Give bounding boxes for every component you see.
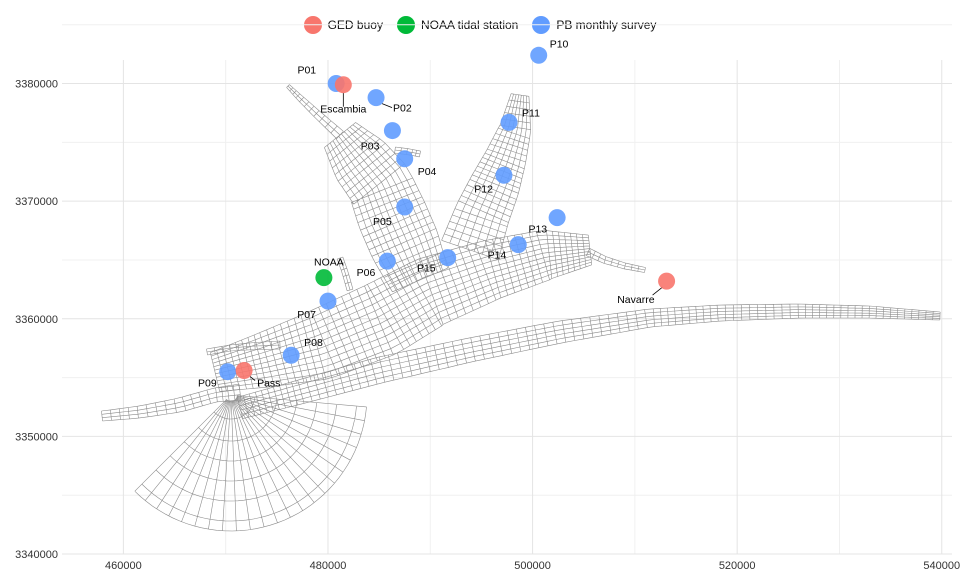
p14-marker — [509, 236, 527, 254]
p12-label: P12 — [474, 183, 493, 195]
y-tick-label: 3360000 — [15, 314, 58, 326]
p14-label: P14 — [488, 250, 507, 262]
mesh-band — [324, 122, 448, 293]
p07-label: P07 — [297, 309, 316, 321]
p11-marker — [500, 113, 518, 131]
navarre-leader-line — [652, 286, 663, 296]
p04-label: P04 — [418, 166, 437, 178]
escambia-marker — [334, 76, 352, 94]
p01-label: P01 — [297, 65, 316, 77]
p02-marker — [367, 89, 385, 107]
p09-marker — [219, 363, 237, 381]
p13-label: P13 — [528, 224, 547, 236]
mesh-band — [210, 230, 592, 392]
escambia-label: Escambia — [320, 104, 366, 116]
x-tick-label: 480000 — [310, 560, 347, 572]
pass-marker — [235, 362, 253, 380]
navarre-label: Navarre — [617, 294, 655, 306]
x-tick-label: 520000 — [719, 560, 756, 572]
p10-marker — [530, 46, 548, 64]
p10-label: P10 — [550, 38, 569, 50]
p11-label: P11 — [522, 107, 540, 119]
p15-marker — [439, 249, 457, 267]
y-tick-label: 3370000 — [15, 196, 58, 208]
x-tick-label: 540000 — [923, 560, 960, 572]
p03-marker — [383, 122, 401, 140]
mesh-band — [236, 303, 941, 419]
x-tick-label: 500000 — [514, 560, 551, 572]
p04-marker — [396, 150, 414, 168]
axis-tick-labels: 460000 480000 500000 520000 540000 3340000 335… — [15, 79, 960, 572]
mesh-band — [586, 248, 646, 273]
mesh-band — [336, 256, 354, 292]
p06-label: P06 — [357, 267, 376, 279]
pass-label: Pass — [257, 378, 280, 390]
pass-fan-mesh — [134, 395, 367, 532]
y-tick-label: 3340000 — [15, 549, 58, 561]
mesh-band — [286, 84, 344, 139]
x-tick-label: 460000 — [105, 560, 142, 572]
navarre-marker — [658, 272, 676, 290]
p13-marker — [548, 209, 566, 227]
noaa-marker — [315, 269, 333, 287]
p05-label: P05 — [373, 216, 392, 228]
p12-marker — [495, 166, 513, 184]
p09-label: P09 — [198, 378, 217, 390]
y-tick-label: 3380000 — [15, 79, 58, 91]
p02-leader-line — [381, 103, 393, 109]
p07-marker — [319, 292, 337, 310]
mesh-band — [101, 383, 242, 422]
bathymetry-mesh — [101, 84, 941, 532]
p03-label: P03 — [361, 141, 380, 153]
p08-marker — [282, 346, 300, 364]
p06-marker — [378, 252, 396, 270]
station-markers: P01 P02 P03 P04 P05 P06 P07 P08 P09 P10 P11 P12 P13 P… — [198, 38, 676, 390]
p15-label: P15 — [417, 263, 436, 275]
y-tick-label: 3350000 — [15, 431, 58, 443]
p08-label: P08 — [304, 337, 323, 349]
pass-leader-line — [249, 376, 256, 381]
mesh-band — [206, 340, 281, 356]
noaa-label: NOAA — [314, 257, 344, 269]
plot-gridlines — [62, 24, 952, 555]
p02-label: P02 — [393, 103, 412, 115]
p05-marker — [396, 198, 414, 216]
